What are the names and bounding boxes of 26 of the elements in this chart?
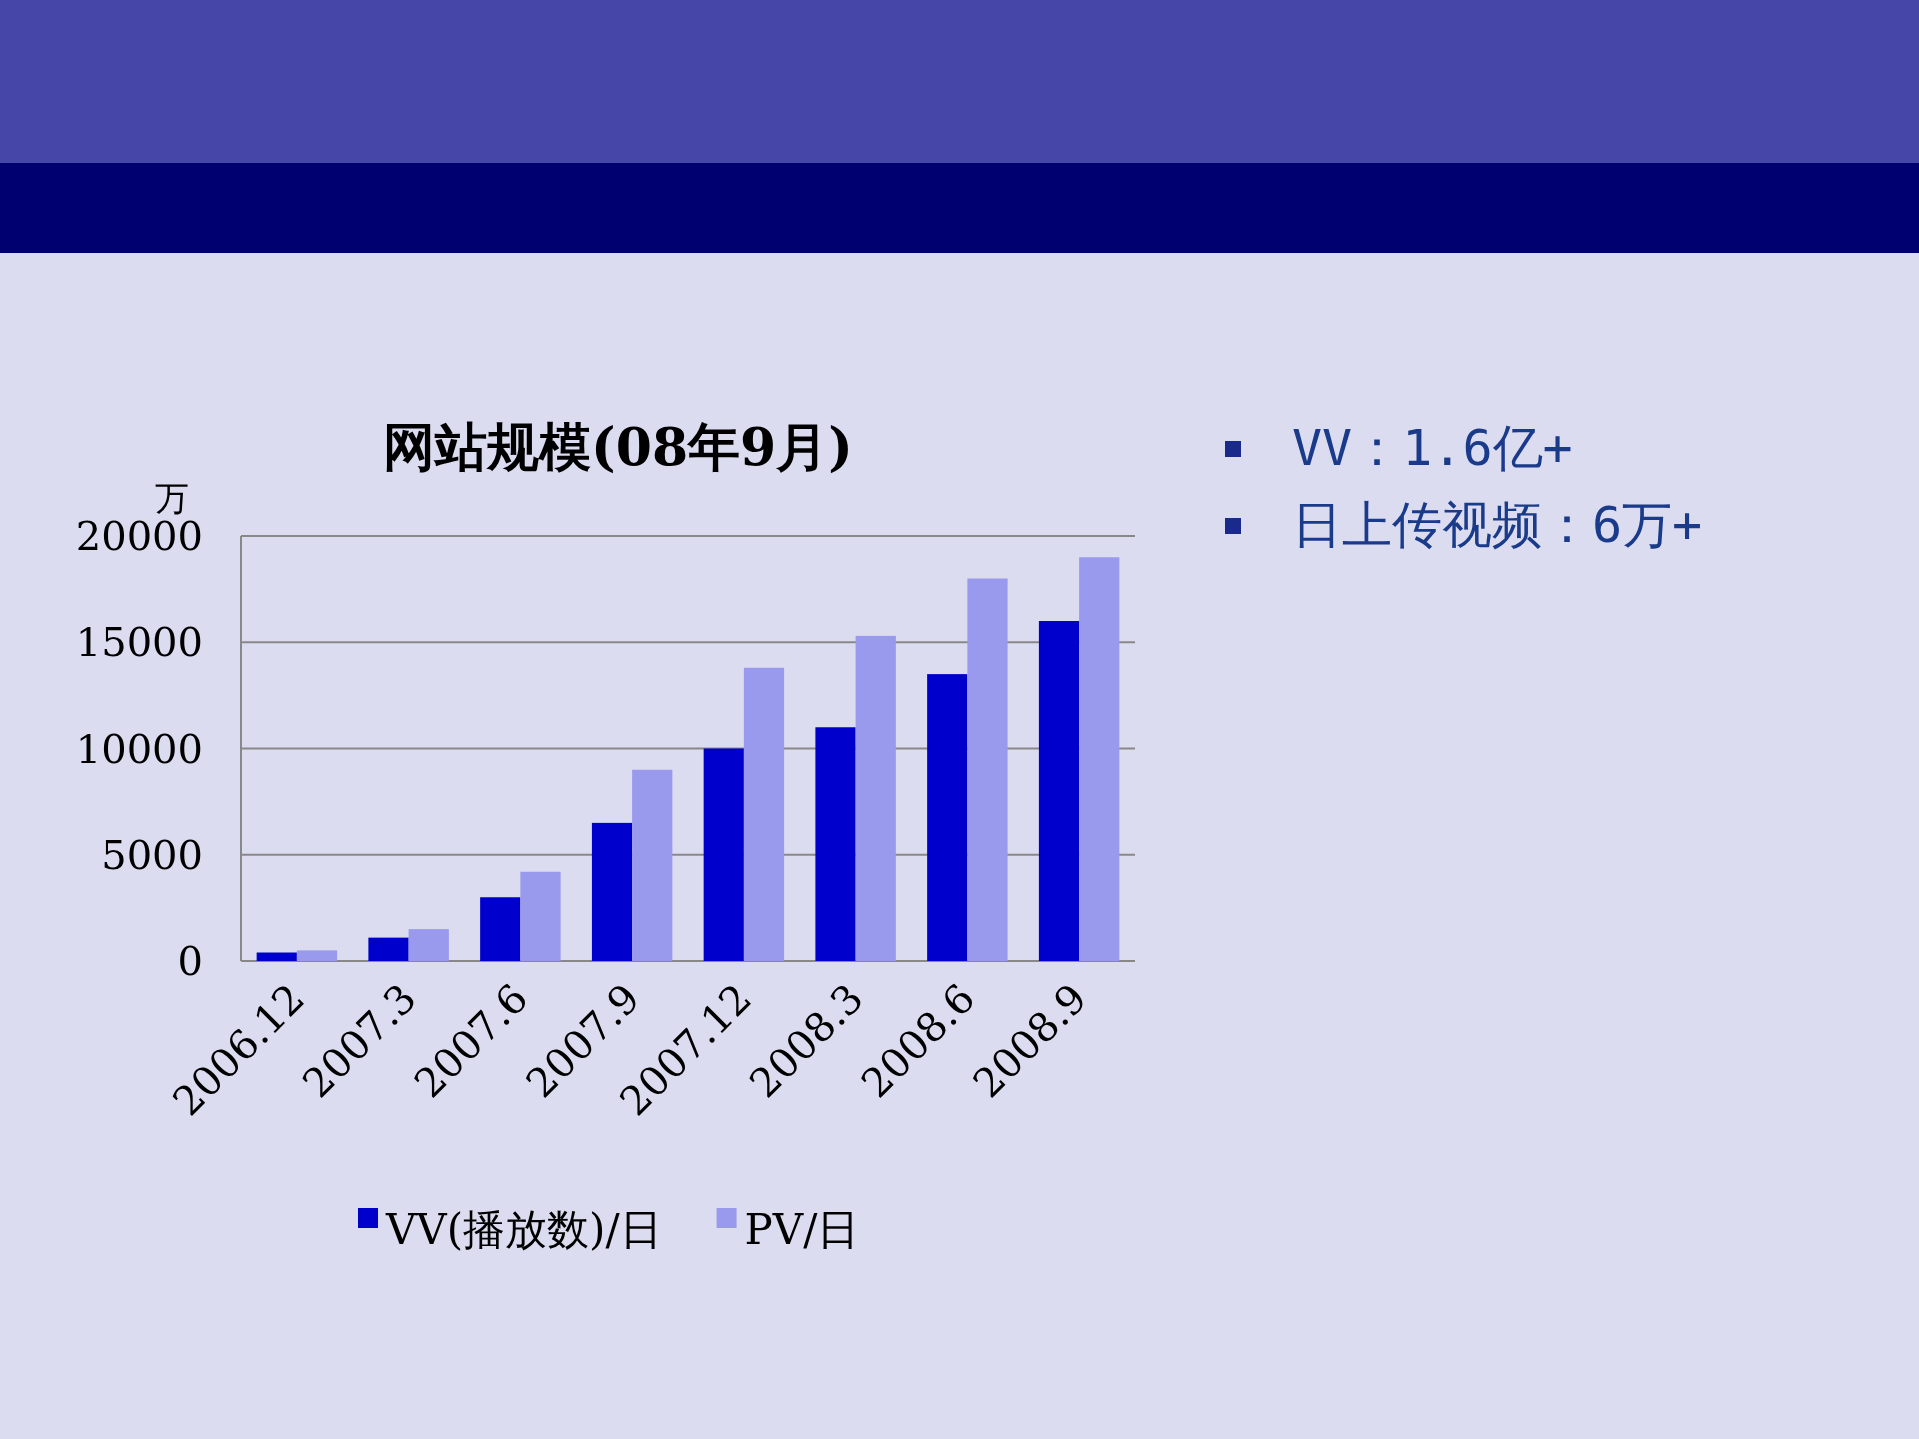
bar xyxy=(815,727,856,961)
bar xyxy=(408,929,449,961)
y-tick-label: 15000 xyxy=(75,619,203,666)
bar xyxy=(1038,621,1080,961)
bar xyxy=(480,897,521,961)
bar xyxy=(855,635,896,961)
bar xyxy=(632,769,673,961)
bar xyxy=(520,871,561,961)
chart-title: 网站规模(08年9月) xyxy=(383,416,853,477)
bar xyxy=(967,578,1008,961)
bar xyxy=(743,667,785,961)
y-axis-title: 万 xyxy=(155,478,189,518)
y-tick-label: 10000 xyxy=(75,725,203,772)
bar xyxy=(256,952,297,961)
bar xyxy=(1079,557,1120,961)
bar xyxy=(703,748,744,961)
text: 日上传视频：6万+ xyxy=(1292,496,1703,554)
y-tick-label: 5000 xyxy=(101,831,203,878)
legend-label: VV(播放数)/日 xyxy=(385,1205,662,1254)
bar xyxy=(591,822,633,961)
legend-label: PV/日 xyxy=(744,1205,860,1254)
bar xyxy=(296,950,338,961)
text: VV：1.6亿+ xyxy=(1292,419,1573,477)
bar xyxy=(368,937,409,961)
y-tick-label: 0 xyxy=(177,938,203,984)
bar xyxy=(927,674,968,961)
